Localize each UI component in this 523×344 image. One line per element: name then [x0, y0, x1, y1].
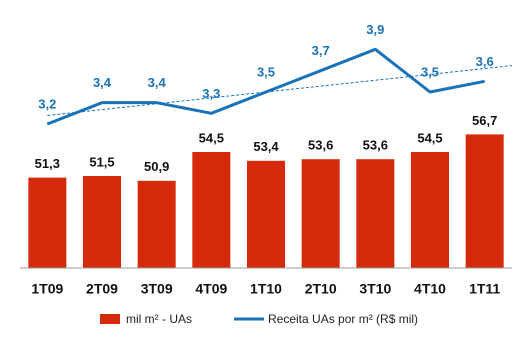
x-tick-label: 1T09 — [31, 281, 63, 297]
bar — [28, 177, 67, 268]
bar — [411, 152, 449, 268]
x-tick-label: 3T09 — [141, 281, 173, 297]
line-value-label: 3,5 — [421, 64, 439, 79]
bar-value-label: 54,5 — [417, 130, 442, 145]
line-value-label: 3,2 — [38, 96, 56, 111]
bar — [83, 176, 121, 268]
bar-value-label: 53,6 — [308, 138, 333, 153]
bar-value-label: 53,4 — [253, 139, 279, 154]
x-tick-label: 1T11 — [469, 281, 500, 297]
bar — [465, 134, 504, 268]
x-tick-label: 4T10 — [414, 281, 446, 297]
line-value-label: 3,9 — [366, 22, 384, 37]
legend-label: mil m² - UAs — [126, 312, 192, 326]
bar-value-label: 54,5 — [199, 130, 224, 145]
line-value-label: 3,5 — [257, 64, 275, 79]
bar — [247, 160, 285, 268]
x-tick-label: 4T09 — [195, 281, 227, 297]
x-tick-label: 2T09 — [86, 281, 118, 297]
legend-swatch — [100, 314, 120, 324]
bar — [137, 180, 176, 268]
line-value-label: 3,6 — [476, 54, 494, 69]
x-tick-label: 3T10 — [359, 281, 391, 297]
legend-label: Receita UAs por m² (R$ mil) — [268, 312, 418, 326]
line-value-label: 3,4 — [148, 75, 167, 90]
line-value-label: 3,7 — [312, 43, 330, 58]
line-value-label: 3,3 — [202, 86, 220, 101]
line — [46, 47, 485, 126]
trend-line — [47, 65, 513, 116]
bar-value-label: 50,9 — [144, 159, 169, 174]
bar-value-label: 51,3 — [35, 156, 60, 171]
bar-value-label: 51,5 — [89, 154, 114, 169]
line-value-label: 3,4 — [93, 75, 112, 90]
bar — [192, 152, 231, 268]
x-tick-label: 2T10 — [305, 281, 337, 297]
bar-value-label: 56,7 — [472, 113, 497, 128]
bar-value-label: 53,6 — [363, 138, 388, 153]
bar — [356, 159, 395, 268]
x-tick-label: 1T10 — [250, 281, 282, 297]
bar — [301, 159, 340, 268]
